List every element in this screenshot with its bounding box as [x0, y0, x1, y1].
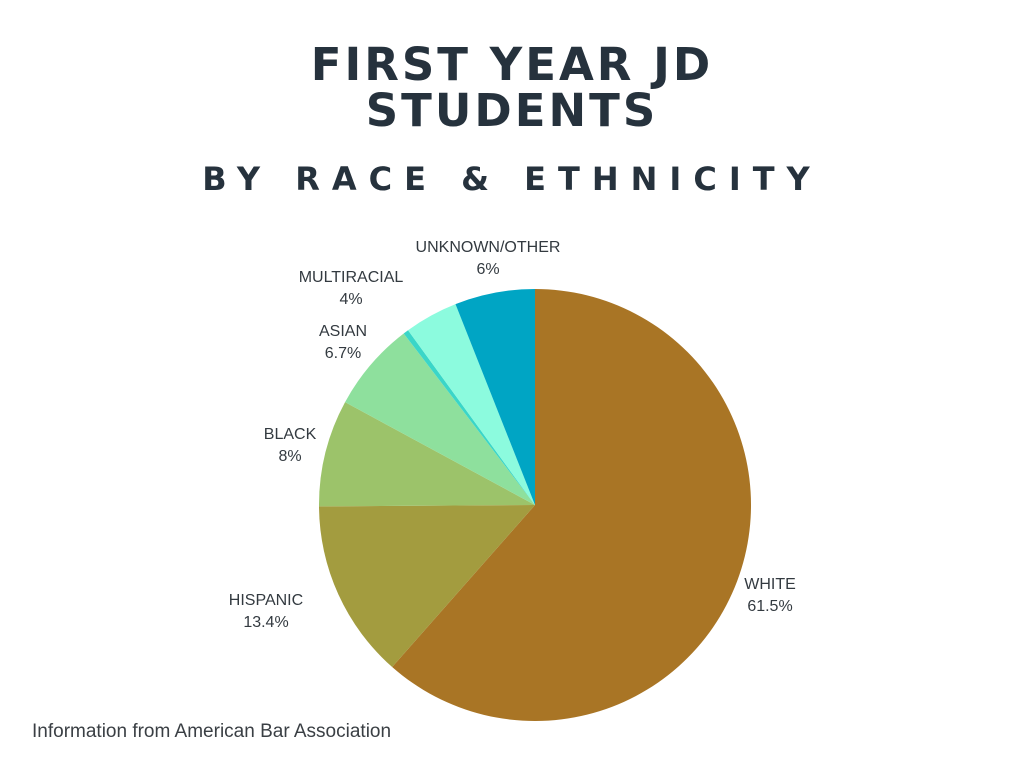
pie-slice-unknown-other: [455, 289, 535, 505]
pie-slices: [318, 289, 752, 722]
slice-value-hispanic: 13.4%: [243, 614, 288, 631]
slice-label-asian: ASIAN: [319, 323, 367, 340]
slice-label-multiracial: MULTIRACIAL: [299, 269, 404, 286]
chart-title: FIRST YEAR JD STUDENTS: [0, 42, 1024, 134]
chart-title-line-1: FIRST YEAR JD: [310, 38, 714, 91]
pie-slice-white: [392, 289, 752, 722]
slice-label-white: WHITE: [744, 576, 796, 593]
slice-value-black: 8%: [278, 448, 301, 465]
pie-slice-multiracial: [408, 304, 535, 505]
source-note: Information from American Bar Associatio…: [32, 721, 392, 742]
slice-value-asian: 6.7%: [325, 345, 361, 362]
slice-label-hispanic: HISPANIC: [229, 592, 303, 609]
chart-subtitle: BY RACE & ETHNICITY: [202, 160, 822, 198]
slice-label-black: BLACK: [264, 426, 317, 443]
pie-slice-black: [318, 402, 535, 507]
slice-value-multiracial: 4%: [339, 291, 362, 308]
slice-label-unknown-other: UNKNOWN/OTHER: [416, 239, 561, 256]
pie-slice-asian: [345, 333, 535, 505]
pie-labels: WHITE 61.5% HISPANIC 13.4% BLACK 8% ASIAN 6.7% M…: [229, 239, 796, 631]
slice-value-unknown-other: 6%: [476, 261, 499, 278]
pie-slice-unlabeled: [403, 330, 535, 505]
slice-value-white: 61.5%: [747, 598, 792, 615]
pie-slice-hispanic: [319, 505, 535, 668]
chart-title-line-2: STUDENTS: [365, 84, 659, 137]
